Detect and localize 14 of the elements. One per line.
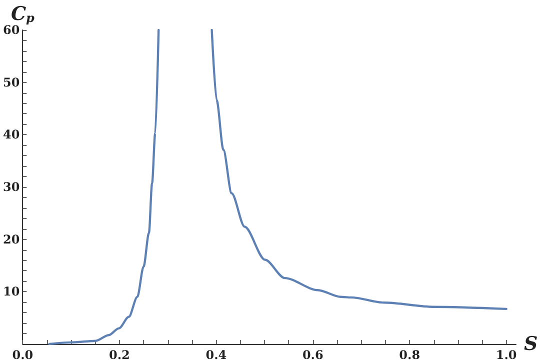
x-tick-label: 0.6 — [302, 348, 324, 362]
x-tick-label: 0.8 — [399, 348, 420, 362]
y-tick-label: 60 — [2, 23, 20, 37]
x-tick-label: 0.4 — [206, 348, 227, 362]
y-tick-label: 20 — [2, 232, 20, 246]
y-tick-label: 30 — [2, 180, 20, 194]
x-tick-label: 1.0 — [496, 348, 517, 362]
y-tick-label: 10 — [2, 284, 20, 299]
y-axis-title: Cp — [10, 3, 36, 25]
y-tick-label: 40 — [2, 128, 20, 142]
x-tick-label: 0.2 — [108, 348, 130, 362]
y-tick-label: 50 — [2, 75, 20, 90]
x-axis-title: S — [524, 333, 538, 355]
x-tick-label: 0.0 — [12, 348, 34, 362]
